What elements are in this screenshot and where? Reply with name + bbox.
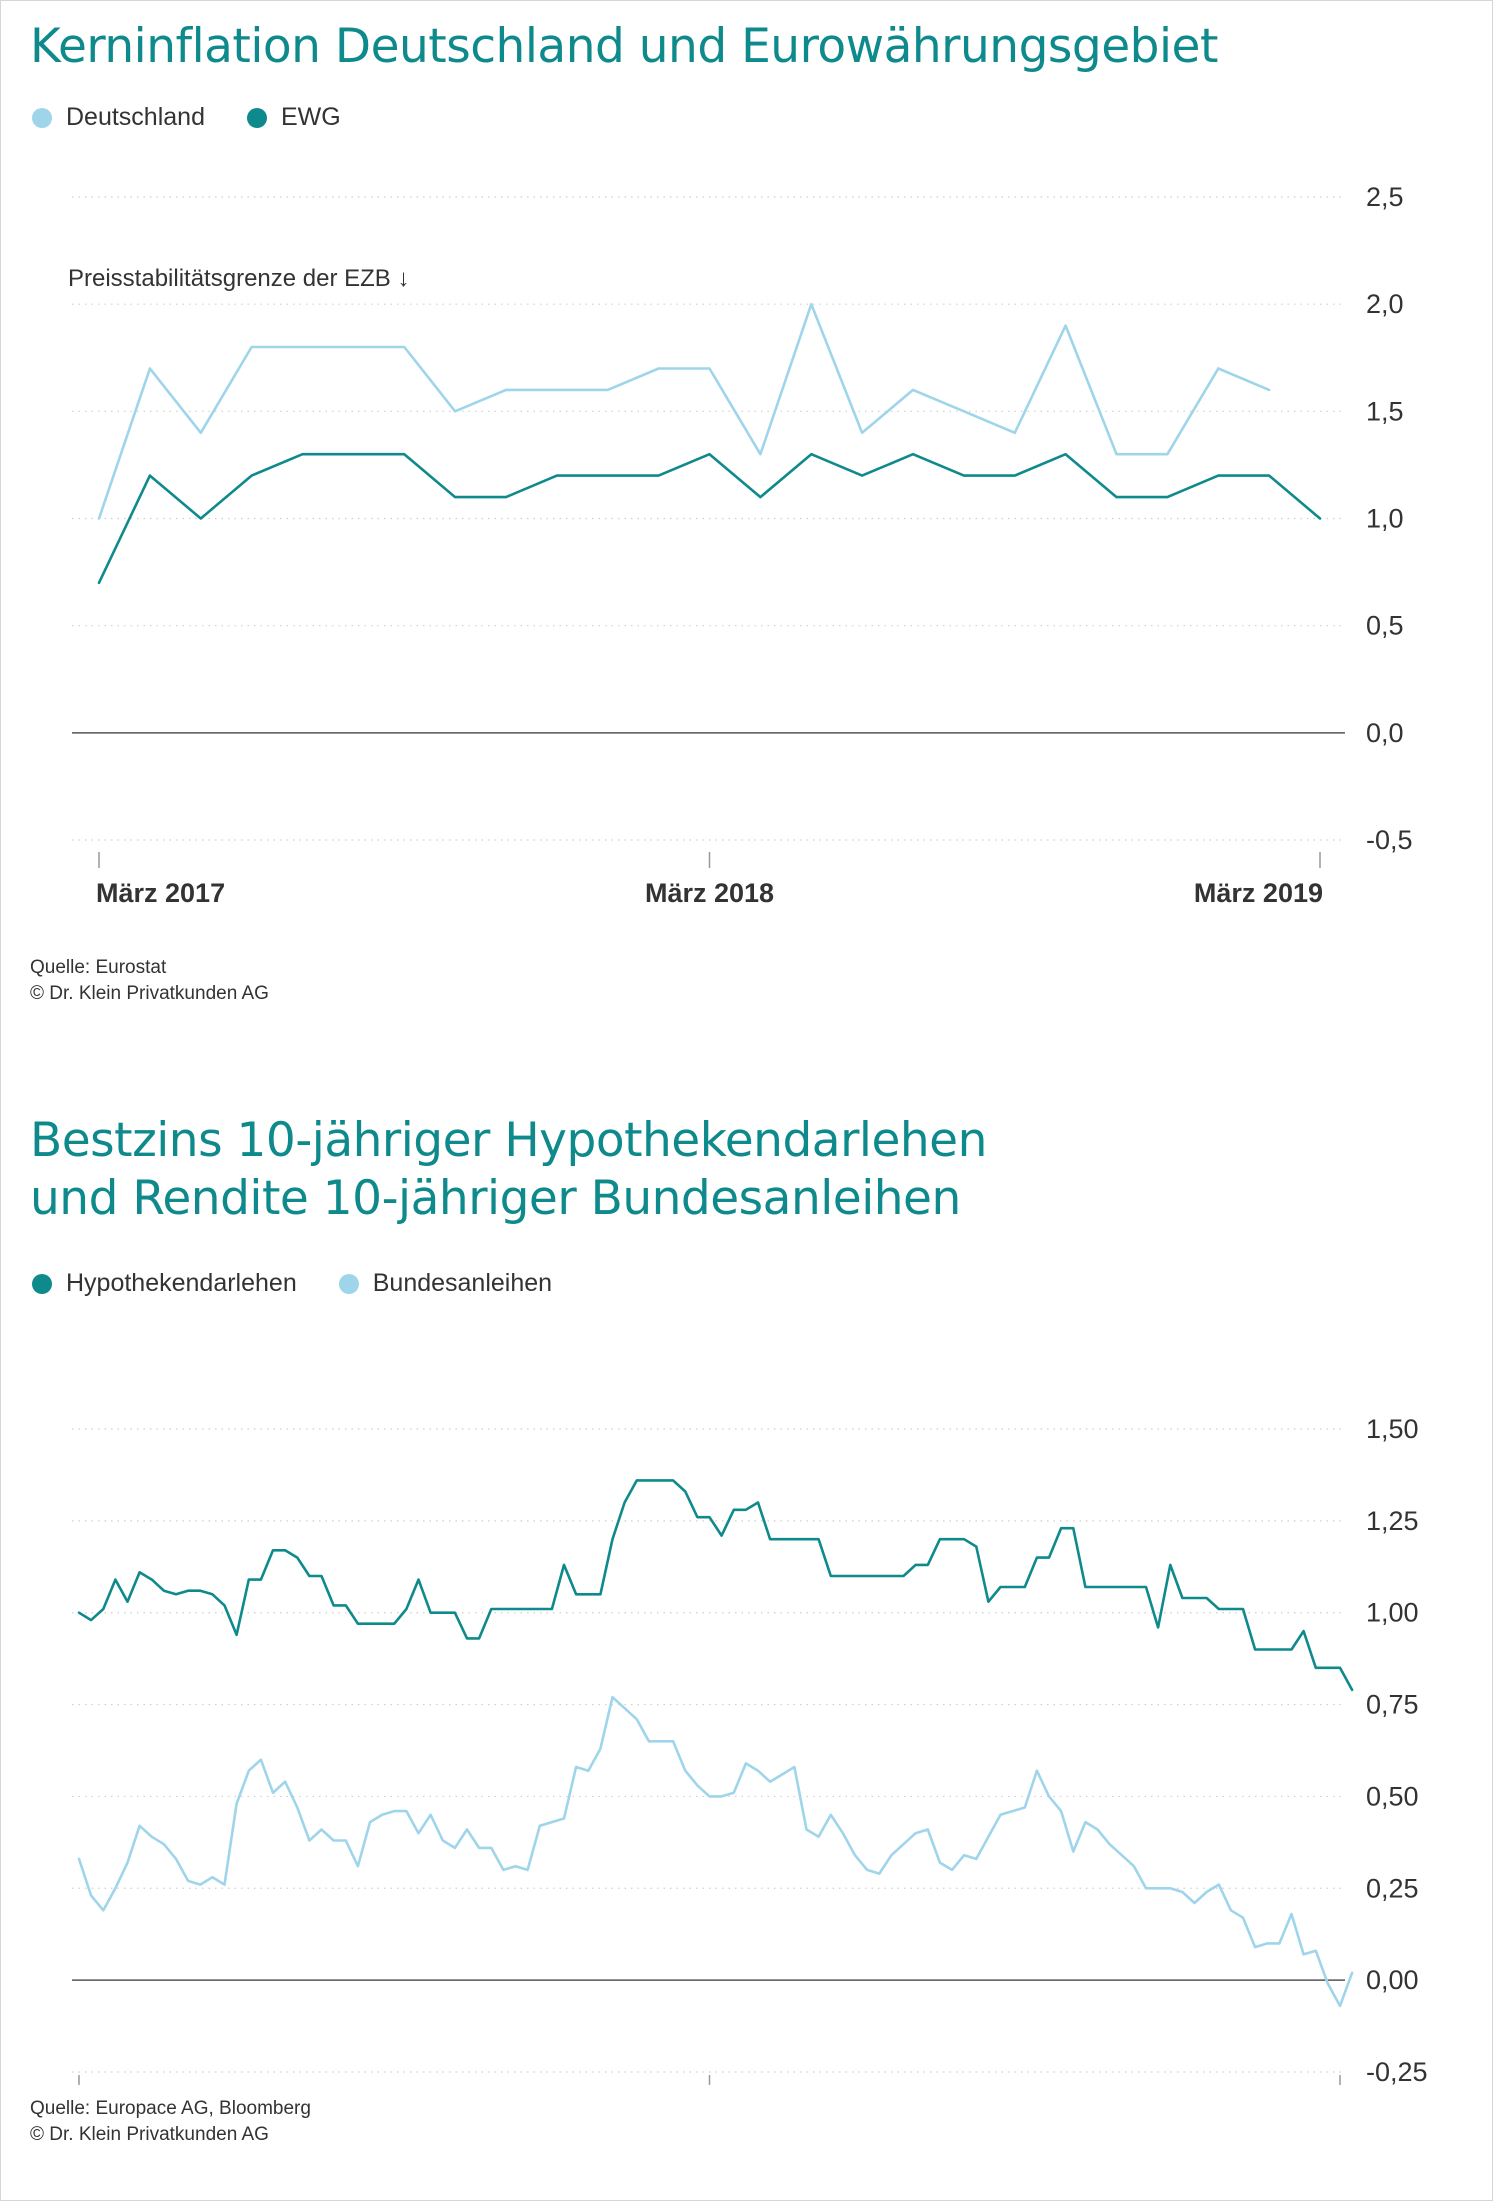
- y-tick-label: 2,0: [1366, 289, 1404, 319]
- y-tick-label: 0,0: [1366, 718, 1404, 748]
- x-tick-label: März 2018: [645, 878, 774, 908]
- y-tick-label: 0,5: [1366, 611, 1404, 641]
- chart-plot: 1,501,251,000,750,500,250,00-0,25April 2…: [0, 1315, 1493, 2085]
- legend-label: Bundesanleihen: [372, 1269, 553, 1297]
- line-chart-inflation: 2,5 2,0 1,5 1,0 0,5 0,0 -0,5 März 2017 März 2018…: [68, 182, 1413, 908]
- y-tick-label: 1,00: [1366, 1598, 1419, 1628]
- source-text: Quelle: Europace AG, Bloomberg: [30, 2098, 311, 2119]
- y-tick-label: 0,50: [1366, 1781, 1419, 1811]
- series-line-deutschland: [97, 302, 1271, 520]
- y-tick-label: 1,50: [1366, 1414, 1419, 1444]
- legend-dot-icon: [246, 107, 267, 128]
- chart-legend: Deutschland EWG: [32, 103, 383, 132]
- chart-title: Kerninflation Deutschland und Eurowährun…: [30, 19, 1218, 74]
- x-tick-label: März 2017: [96, 878, 225, 908]
- legend-item-hypothekendarlehen: Hypothekendarlehen: [32, 1269, 297, 1298]
- copyright-text: © Dr. Klein Privatkunden AG: [30, 2124, 269, 2145]
- annotation-text: Preisstabilitätsgrenze der EZB ↓: [68, 265, 409, 292]
- chart-title: Bestzins 10-jähriger Hypothekendarlehen u…: [30, 1112, 987, 1228]
- series-line-hypothekendarlehen: [77, 1479, 1354, 1692]
- y-tick-label: 1,0: [1366, 504, 1404, 534]
- chart-panel-interest: Bestzins 10-jähriger Hypothekendarlehen u…: [0, 1080, 1493, 2201]
- y-tick-label: -0,5: [1366, 825, 1413, 855]
- y-tick-label: 0,75: [1366, 1690, 1419, 1720]
- legend-item-ewg: EWG: [246, 103, 341, 132]
- series-line-ewg: [97, 452, 1322, 585]
- legend-label: Deutschland: [66, 103, 205, 131]
- x-tick-label: März 2019: [1194, 878, 1323, 908]
- chart-title-line: Bestzins 10-jähriger Hypothekendarlehen: [30, 1113, 987, 1168]
- source-text: Quelle: Eurostat: [30, 957, 167, 978]
- chart-legend: Hypothekendarlehen Bundesanleihen: [32, 1269, 594, 1298]
- chart-title-line: und Rendite 10-jähriger Bundesanleihen: [30, 1171, 961, 1226]
- legend-item-bundesanleihen: Bundesanleihen: [338, 1269, 553, 1298]
- y-tick-label: 2,5: [1366, 182, 1404, 212]
- chart-footer: Quelle: Eurostat © Dr. Klein Privatkunde…: [30, 955, 269, 1007]
- copyright-text: © Dr. Klein Privatkunden AG: [30, 983, 269, 1004]
- y-tick-label: -0,25: [1366, 2057, 1428, 2085]
- legend-label: EWG: [280, 103, 341, 131]
- chart-footer: Quelle: Europace AG, Bloomberg © Dr. Kle…: [30, 2096, 311, 2148]
- legend-item-deutschland: Deutschland: [32, 103, 205, 132]
- legend-dot-icon: [32, 107, 52, 128]
- y-tick-label: 0,00: [1366, 1965, 1419, 1995]
- legend-label: Hypothekendarlehen: [66, 1269, 297, 1297]
- y-tick-label: 0,25: [1366, 1873, 1419, 1903]
- chart-panel-inflation: Kerninflation Deutschland und Eurowährun…: [0, 0, 1493, 1080]
- line-chart-interest: 1,501,251,000,750,500,250,00-0,25April 2…: [72, 1414, 1428, 2085]
- series-line-bundesanleihen: [77, 1695, 1354, 2008]
- legend-dot-icon: [338, 1273, 359, 1294]
- y-tick-label: 1,5: [1366, 396, 1404, 426]
- chart-plot: 2,5 2,0 1,5 1,0 0,5 0,0 -0,5 März 2017 März 2018…: [0, 170, 1493, 930]
- legend-dot-icon: [32, 1273, 52, 1294]
- y-tick-label: 1,25: [1366, 1506, 1419, 1536]
